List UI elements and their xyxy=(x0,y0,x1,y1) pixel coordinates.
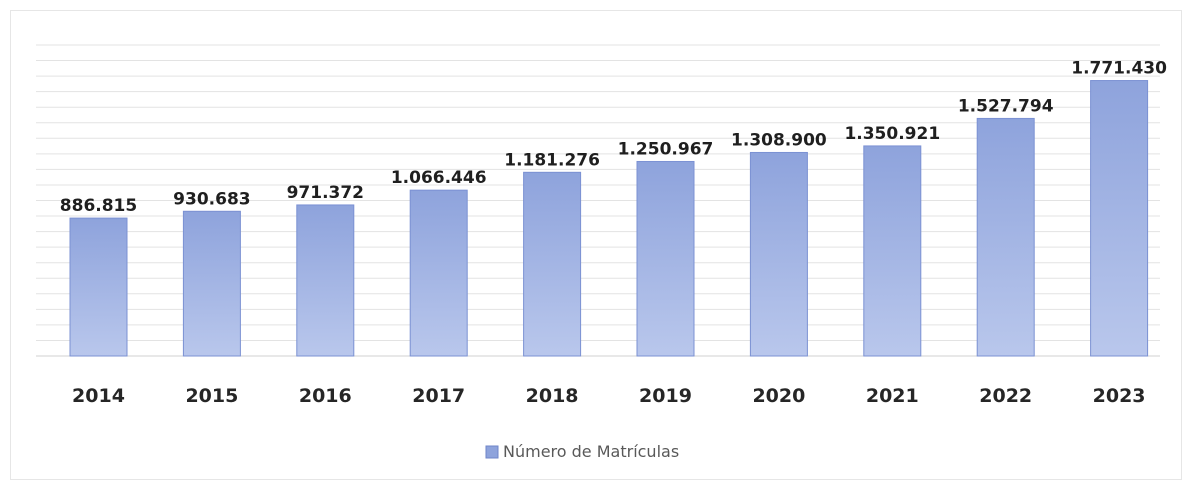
data-label-2015: 930.683 xyxy=(173,189,250,209)
x-tick-2023: 2023 xyxy=(1093,385,1146,407)
x-tick-2017: 2017 xyxy=(412,385,465,407)
bar-2019 xyxy=(636,160,695,357)
bar-2014 xyxy=(69,217,128,357)
x-tick-2014: 2014 xyxy=(72,385,125,407)
x-tick-2022: 2022 xyxy=(979,385,1032,407)
bar-2023 xyxy=(1090,80,1149,357)
data-label-2020: 1.308.900 xyxy=(731,130,827,150)
bar-2020 xyxy=(749,151,808,357)
data-label-2021: 1.350.921 xyxy=(844,124,940,144)
bars xyxy=(69,80,1149,357)
bar-2021 xyxy=(863,145,922,357)
bar-2022 xyxy=(976,117,1035,357)
data-labels: 886.815 930.683 971.372 1.066.446 1.181.276 1… xyxy=(60,59,1167,217)
x-tick-2021: 2021 xyxy=(866,385,919,407)
data-label-2019: 1.250.967 xyxy=(618,139,714,159)
data-label-2017: 1.066.446 xyxy=(391,168,487,188)
bar-2018 xyxy=(523,171,582,357)
data-label-2016: 971.372 xyxy=(287,183,364,203)
legend-label: Número de Matrículas xyxy=(503,442,679,461)
legend: Número de Matrículas xyxy=(485,442,679,461)
bar-2015 xyxy=(182,210,241,357)
x-tick-2018: 2018 xyxy=(526,385,579,407)
data-label-2022: 1.527.794 xyxy=(958,96,1054,116)
data-label-2018: 1.181.276 xyxy=(504,150,600,170)
x-tick-2019: 2019 xyxy=(639,385,692,407)
bar-2017 xyxy=(409,189,468,357)
x-tick-2015: 2015 xyxy=(185,385,238,407)
data-label-2014: 886.815 xyxy=(60,196,137,216)
x-tick-2016: 2016 xyxy=(299,385,352,407)
bar-2016 xyxy=(296,204,355,357)
x-axis-tick-labels: 2014 2015 2016 2017 2018 2019 2020 2021 2022 2023 xyxy=(72,385,1145,407)
data-label-2023: 1.771.430 xyxy=(1071,59,1167,79)
x-tick-2020: 2020 xyxy=(752,385,805,407)
legend-swatch xyxy=(485,445,499,459)
